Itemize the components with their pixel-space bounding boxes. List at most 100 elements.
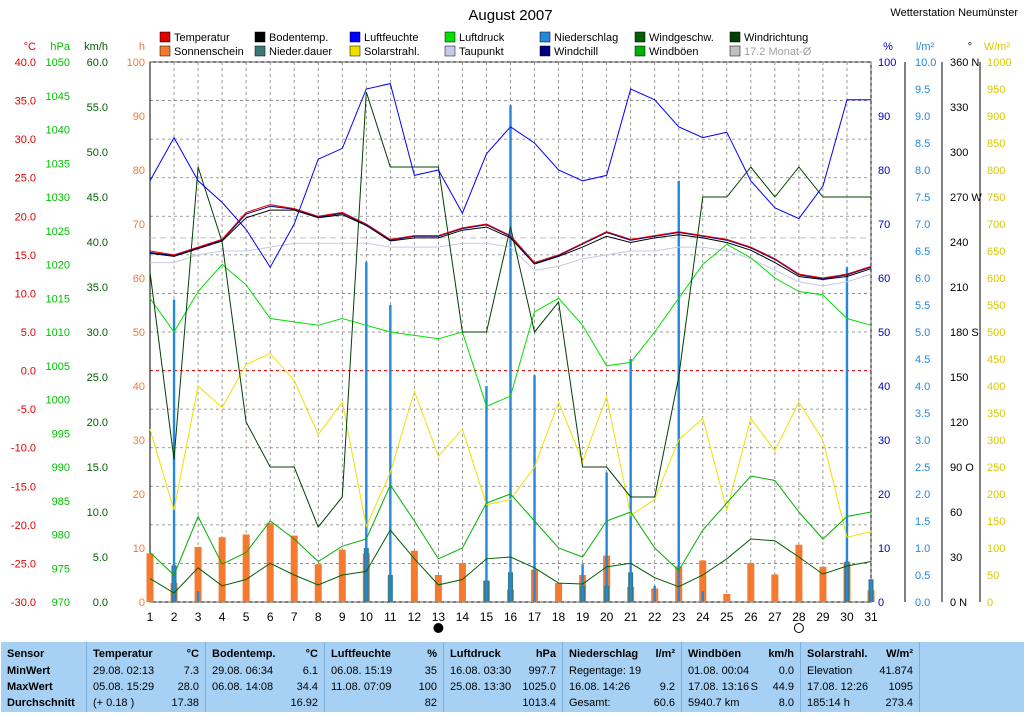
panel-value: 44.9	[772, 681, 794, 693]
panel-value: 34.4	[296, 681, 318, 693]
kmh-tick-label: 10.0	[87, 507, 108, 519]
hpa-tick-label: 990	[52, 462, 70, 474]
temp-tick-label: 5.0	[21, 327, 36, 339]
wm2-tick-label: 750	[987, 192, 1005, 204]
precipitation-bar	[509, 105, 512, 602]
hpa-tick-label: 1045	[46, 91, 70, 103]
x-tick-label: 12	[408, 610, 422, 624]
lm2-tick-label: 10.0	[915, 57, 936, 69]
lm2-tick-label: 8.5	[915, 138, 930, 150]
legend-swatch	[634, 45, 646, 57]
panel-label: 16.08. 03:30	[450, 665, 512, 677]
x-tick-label: 30	[840, 610, 854, 624]
kmh-tick-label: 5.0	[93, 552, 108, 564]
stats-panel: Niederschlag l/m² Regentage: 19 16.08. 14:2…	[563, 642, 682, 712]
panel-unit: %	[427, 648, 437, 660]
lm2-tick-label: 1.0	[915, 543, 930, 555]
station-name: Wetterstation Neumünster	[890, 7, 1018, 19]
deg-tick-label: 240	[950, 237, 968, 249]
panel-title: Niederschlag	[569, 648, 639, 660]
wm2-tick-label: 400	[987, 381, 1005, 393]
kmh-tick-label: 60.0	[87, 57, 108, 69]
series-line-temperatur	[149, 204, 872, 279]
wm2-tick-label: 550	[987, 300, 1005, 312]
sunshine-bar	[266, 523, 274, 602]
kmh-tick-label: 55.0	[87, 102, 108, 114]
pct-tick-label: 90	[878, 111, 890, 123]
wm2-tick-label: 650	[987, 246, 1005, 258]
x-tick-label: 28	[792, 610, 806, 624]
precipitation-bar	[172, 299, 176, 602]
temp-tick-label: -25.0	[11, 558, 36, 570]
legend-swatch	[539, 45, 551, 57]
sunshine-bar	[434, 575, 442, 602]
temp-tick-label: -5.0	[17, 404, 36, 416]
temp-axis-unit: °C	[24, 41, 36, 53]
x-tick-label: 14	[456, 610, 470, 624]
legend-label: Windrichtung	[744, 32, 808, 44]
panel-label: 11.08. 07:09	[331, 681, 392, 693]
hpa-tick-label: 1030	[46, 192, 70, 204]
x-tick-label: 7	[291, 610, 298, 624]
panel-value: 60.6	[653, 697, 675, 709]
panel-label: Regentage: 19	[569, 665, 642, 677]
pct-axis-unit: %	[883, 41, 893, 53]
x-tick-label: 21	[624, 610, 638, 624]
kmh-tick-label: 20.0	[87, 417, 108, 429]
panel-unit: hPa	[535, 648, 556, 660]
sunshine-bar	[290, 535, 298, 602]
x-tick-label: 5	[243, 610, 250, 624]
precipitation-bar	[581, 564, 584, 602]
legend-label: Temperatur	[174, 32, 230, 44]
precipitation-bar	[653, 585, 656, 602]
precipitation-bar	[605, 472, 608, 602]
panel-value: 997.7	[528, 665, 556, 677]
temp-tick-label: 20.0	[15, 211, 36, 223]
wm2-tick-label: 0	[987, 597, 993, 609]
hpa-tick-label: 1035	[46, 158, 70, 170]
lm2-tick-label: 7.0	[915, 219, 930, 231]
h-tick-label: 30	[133, 435, 145, 447]
chart-title: August 2007	[468, 7, 552, 24]
precipitation-bar	[533, 375, 536, 602]
hpa-tick-label: 980	[52, 530, 70, 542]
sunshine-bar	[747, 563, 755, 602]
legend-label: Luftfeuchte	[364, 32, 418, 44]
x-tick-label: 17	[528, 610, 542, 624]
lm2-tick-label: 3.0	[915, 435, 930, 447]
kmh-tick-label: 30.0	[87, 327, 108, 339]
lm2-tick-label: 4.5	[915, 354, 930, 366]
panel-label: Elevation	[807, 665, 853, 677]
panel-unit: l/m²	[655, 648, 675, 660]
lm2-tick-label: 9.0	[915, 111, 930, 123]
legend-label: Windgeschw.	[649, 32, 714, 44]
sunshine-bar	[194, 546, 202, 602]
wm2-tick-label: 100	[987, 543, 1005, 555]
series-line-windgeschw-	[149, 529, 872, 594]
series-line-luftdruck	[149, 243, 872, 407]
series-line-taupunkt	[150, 242, 872, 287]
x-tick-label: 31	[864, 610, 878, 624]
lm2-tick-label: 0.0	[915, 597, 930, 609]
legend-swatch	[254, 31, 266, 43]
deg-tick-label: 30	[950, 552, 962, 564]
deg-axis-unit: °	[968, 41, 972, 53]
sunshine-bar	[819, 566, 827, 602]
wm2-tick-label: 500	[987, 327, 1005, 339]
panel-value: 100	[418, 681, 437, 693]
panel-value: 82	[424, 697, 437, 709]
series-line-windrichtung	[149, 91, 871, 528]
deg-tick-label: 180 S	[950, 327, 979, 339]
panel-label: 05.08. 15:29	[93, 681, 155, 693]
temp-tick-label: 25.0	[15, 173, 36, 185]
panel-label: 01.08. 00:04	[688, 665, 750, 677]
lm2-tick-label: 7.5	[915, 192, 930, 204]
legend-swatch	[539, 31, 551, 43]
hpa-tick-label: 995	[52, 428, 70, 440]
h-tick-label: 10	[133, 543, 145, 555]
wm2-tick-label: 950	[987, 84, 1005, 96]
deg-tick-label: 150	[950, 372, 968, 384]
x-tick-label: 6	[267, 610, 274, 624]
wm2-tick-label: 250	[987, 462, 1005, 474]
lm2-tick-label: 1.5	[915, 516, 930, 528]
